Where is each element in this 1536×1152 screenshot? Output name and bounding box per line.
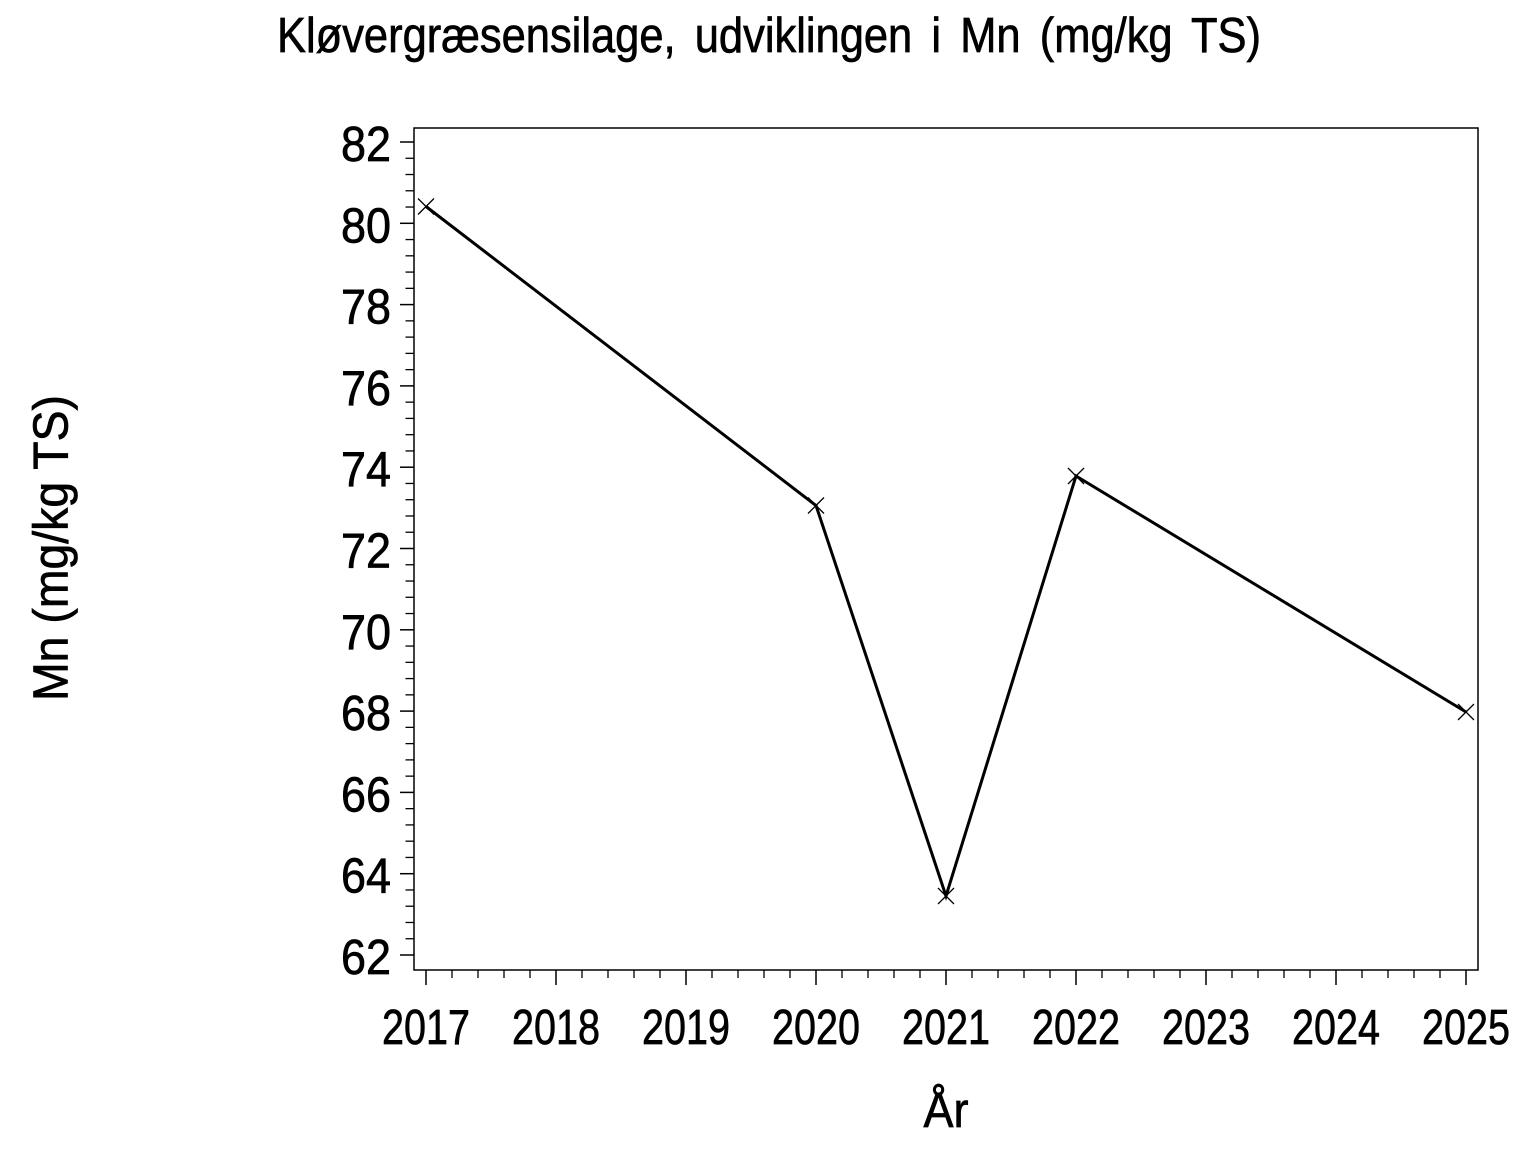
svg-text:2017: 2017 bbox=[382, 1001, 470, 1055]
svg-text:64: 64 bbox=[341, 850, 391, 904]
svg-text:2020: 2020 bbox=[772, 1001, 860, 1055]
svg-text:2021: 2021 bbox=[902, 1001, 990, 1055]
svg-text:2022: 2022 bbox=[1032, 1001, 1120, 1055]
svg-text:80: 80 bbox=[341, 199, 391, 253]
svg-text:76: 76 bbox=[341, 362, 391, 416]
svg-text:2023: 2023 bbox=[1162, 1001, 1250, 1055]
svg-text:2019: 2019 bbox=[642, 1001, 730, 1055]
svg-text:2018: 2018 bbox=[512, 1001, 600, 1055]
svg-text:68: 68 bbox=[341, 687, 391, 741]
svg-text:74: 74 bbox=[341, 443, 391, 497]
svg-text:2025: 2025 bbox=[1422, 1001, 1510, 1055]
svg-text:70: 70 bbox=[341, 606, 391, 660]
svg-text:62: 62 bbox=[341, 931, 391, 985]
svg-text:Mn (mg/kg TS): Mn (mg/kg TS) bbox=[25, 395, 79, 701]
svg-text:72: 72 bbox=[341, 525, 391, 579]
svg-text:82: 82 bbox=[341, 118, 391, 172]
svg-text:2024: 2024 bbox=[1292, 1001, 1380, 1055]
svg-text:Kløvergræsensilage, udviklinge: Kløvergræsensilage, udviklingen i Mn (mg… bbox=[277, 9, 1261, 63]
svg-text:66: 66 bbox=[341, 768, 391, 822]
svg-text:År: År bbox=[924, 1084, 969, 1138]
svg-text:78: 78 bbox=[341, 281, 391, 335]
